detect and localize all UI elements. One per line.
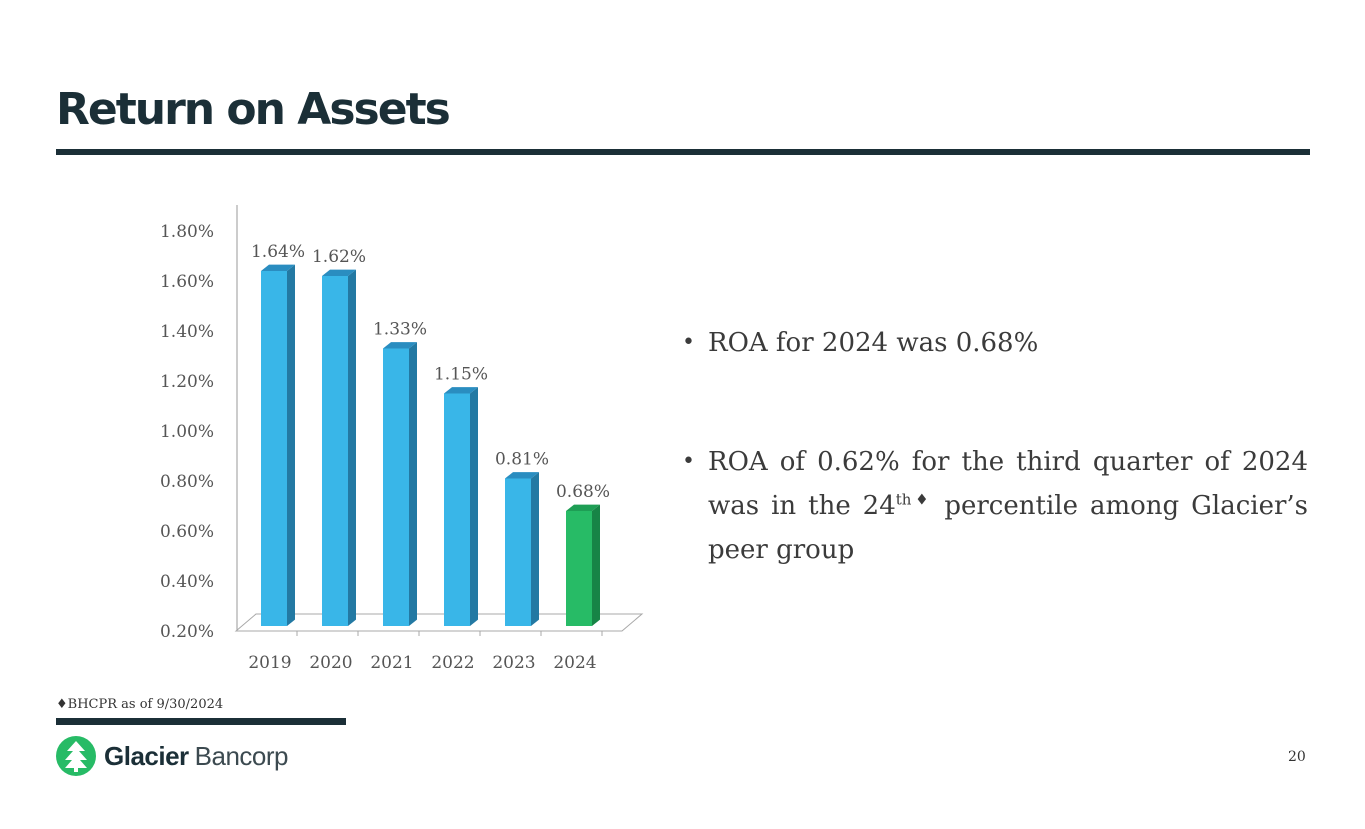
bullet-roa-q3-superscript: th♦ bbox=[895, 490, 933, 509]
roa-bar-chart: 0.20% 0.40% 0.60% 0.80% 1.00% 1.20% 1.40% 1.60%… bbox=[160, 205, 644, 673]
data-label: 1.64% bbox=[251, 242, 305, 262]
bar-top bbox=[383, 342, 417, 349]
bar bbox=[505, 478, 531, 626]
y-tick-label: 1.00% bbox=[160, 422, 214, 442]
y-tick-label: 1.20% bbox=[160, 372, 214, 392]
y-tick-label: 1.60% bbox=[160, 272, 214, 292]
data-label: 0.81% bbox=[495, 450, 549, 470]
x-tick-label: 2021 bbox=[370, 653, 413, 673]
bar bbox=[566, 511, 592, 626]
x-tick-label: 2023 bbox=[492, 653, 535, 673]
footer-divider bbox=[56, 718, 346, 725]
page-number: 20 bbox=[1288, 749, 1306, 765]
bullet-list: ROA for 2024 was 0.68% ROA of 0.62% for … bbox=[682, 322, 1308, 572]
company-logo: Glacier Bancorp bbox=[56, 736, 289, 776]
x-tick-label: 2024 bbox=[553, 653, 596, 673]
bullet-roa-q3-text-2: percentile among Glacier’s peer group bbox=[708, 491, 1309, 565]
y-tick-label: 0.20% bbox=[160, 622, 214, 642]
bar-side bbox=[592, 504, 600, 626]
x-tick-label: 2019 bbox=[248, 653, 291, 673]
y-tick-label: 0.60% bbox=[160, 522, 214, 542]
bar bbox=[383, 348, 409, 626]
bar-side bbox=[470, 387, 478, 626]
brand-name: Glacier Bancorp bbox=[104, 740, 289, 772]
brand-name-bold: Glacier bbox=[104, 740, 189, 771]
data-label: 0.68% bbox=[556, 482, 610, 502]
bar-top bbox=[322, 269, 356, 276]
bullet-roa-q3-text-1: ROA of 0.62% for the third quarter of 20… bbox=[708, 447, 1308, 521]
y-tick-label: 0.80% bbox=[160, 472, 214, 492]
bar-side bbox=[348, 269, 356, 626]
bullet-roa-q3: ROA of 0.62% for the third quarter of 20… bbox=[682, 440, 1308, 572]
bar-side bbox=[409, 342, 417, 626]
bar-side bbox=[531, 472, 539, 626]
bar-top bbox=[566, 504, 600, 511]
bar bbox=[322, 276, 348, 626]
arrow-tree-icon bbox=[56, 736, 96, 776]
bar bbox=[261, 271, 287, 626]
y-tick-label: 1.80% bbox=[160, 222, 214, 242]
y-tick-label: 1.40% bbox=[160, 322, 214, 342]
footnote: ♦BHCPR as of 9/30/2024 bbox=[56, 697, 224, 712]
data-label: 1.62% bbox=[312, 247, 366, 267]
bar bbox=[444, 393, 470, 626]
bar-top bbox=[261, 264, 295, 271]
bar-side bbox=[287, 264, 295, 626]
x-tick-label: 2020 bbox=[309, 653, 352, 673]
page-title: Return on Assets bbox=[56, 84, 451, 135]
data-label: 1.33% bbox=[373, 320, 427, 340]
x-tick-label: 2022 bbox=[431, 653, 474, 673]
brand-name-light: Bancorp bbox=[194, 740, 289, 771]
y-tick-label: 0.40% bbox=[160, 572, 214, 592]
data-label: 1.15% bbox=[434, 365, 488, 385]
bar-top bbox=[444, 387, 478, 394]
bullet-roa-2024: ROA for 2024 was 0.68% bbox=[682, 322, 1308, 364]
title-divider bbox=[56, 149, 1310, 155]
bar-top bbox=[505, 472, 539, 479]
